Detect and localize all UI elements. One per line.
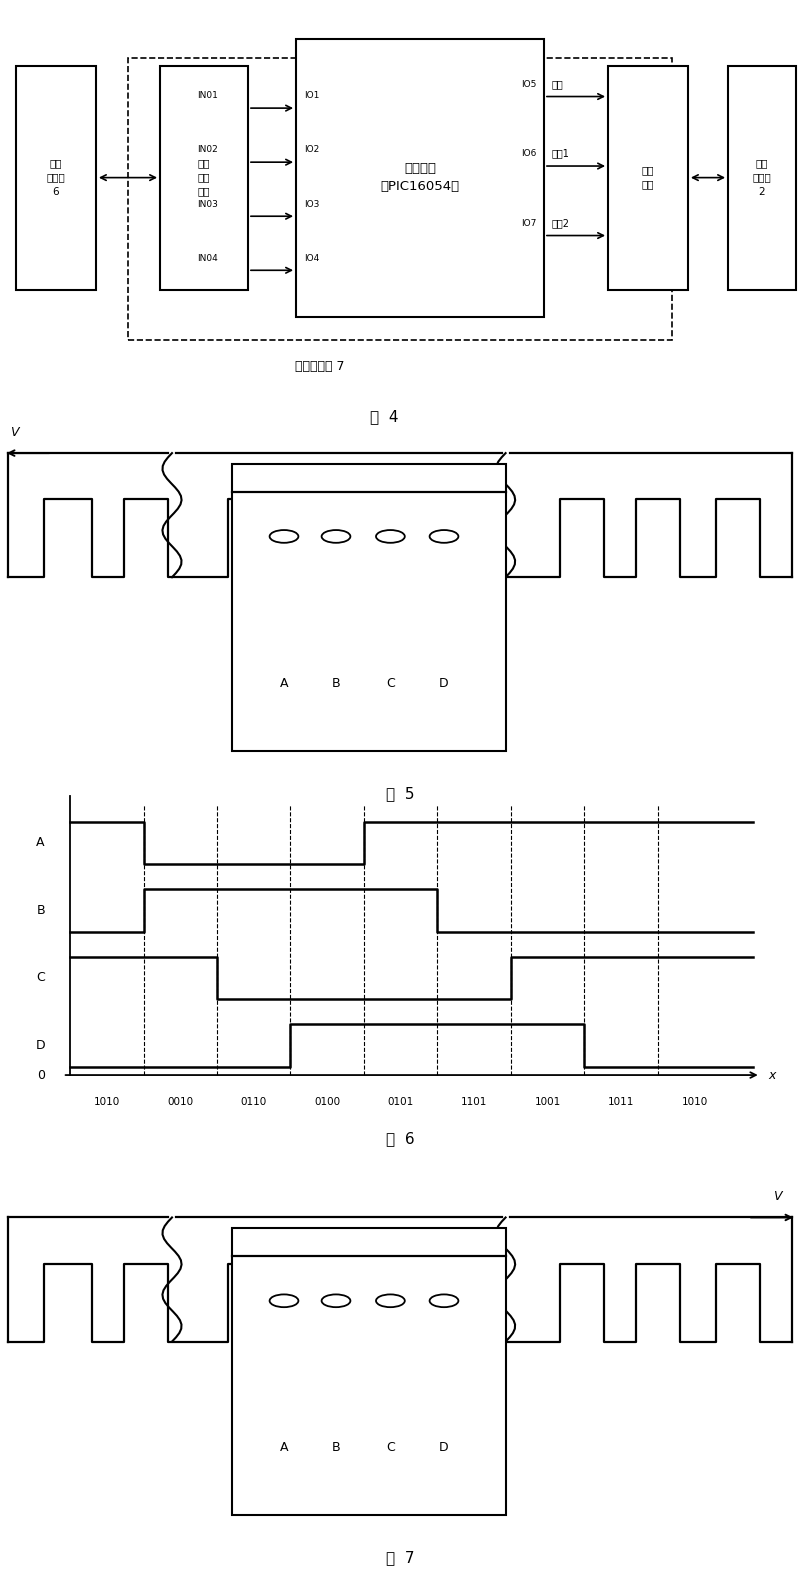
Text: 微处理器
（PIC16054）: 微处理器 （PIC16054） [381,162,459,194]
Text: 图  5: 图 5 [386,786,414,801]
Text: 0101: 0101 [387,1097,414,1106]
Text: 逻辑处理板 7: 逻辑处理板 7 [295,361,345,374]
Text: 方向2: 方向2 [552,217,570,229]
Text: IO7: IO7 [521,219,536,229]
Text: IN04: IN04 [198,254,218,263]
Text: 0100: 0100 [314,1097,340,1106]
Text: IO6: IO6 [521,150,536,158]
Text: 图  7: 图 7 [386,1551,414,1565]
Text: 图  6: 图 6 [386,1132,415,1146]
Bar [232,1228,506,1516]
Text: 位移: 位移 [552,79,564,88]
Text: 1010: 1010 [682,1097,708,1106]
Bar [232,463,506,752]
Text: C: C [386,1442,394,1455]
Text: D: D [439,678,449,690]
Text: 图  4: 图 4 [370,410,398,424]
Bar [608,66,688,290]
Text: x: x [768,1069,775,1081]
Text: 1010: 1010 [94,1097,120,1106]
Text: V: V [10,426,18,440]
Text: A: A [280,678,288,690]
Text: 信号
检测
电路: 信号 检测 电路 [198,159,210,197]
Bar [128,58,672,340]
Text: 上位
处理器
2: 上位 处理器 2 [753,159,771,197]
Text: 1101: 1101 [461,1097,487,1106]
Text: 1011: 1011 [608,1097,634,1106]
Text: IO4: IO4 [304,254,319,263]
Bar [728,66,796,290]
Bar [160,66,248,290]
Text: IN03: IN03 [198,200,218,208]
Text: D: D [439,1442,449,1455]
Text: B: B [332,678,340,690]
Text: D: D [36,1039,46,1053]
Text: V: V [774,1190,782,1204]
Text: A: A [280,1442,288,1455]
Text: IN02: IN02 [198,145,218,154]
Text: IO5: IO5 [521,80,536,88]
Bar [296,38,544,317]
Text: C: C [386,678,394,690]
Text: IO2: IO2 [304,145,319,154]
Text: 1001: 1001 [534,1097,561,1106]
Text: IO3: IO3 [304,200,319,208]
Text: B: B [36,905,45,917]
Bar [16,66,96,290]
Text: A: A [37,837,45,849]
Text: B: B [332,1442,340,1455]
Text: 0: 0 [37,1069,45,1081]
Text: 0010: 0010 [167,1097,194,1106]
Text: 方向1: 方向1 [552,148,570,158]
Text: IO1: IO1 [304,91,319,101]
Text: C: C [36,971,45,985]
Text: 接口
电路: 接口 电路 [642,165,654,189]
Text: 红外
接收板
6: 红外 接收板 6 [46,159,66,197]
Text: 0110: 0110 [241,1097,267,1106]
Text: IN01: IN01 [198,91,218,101]
